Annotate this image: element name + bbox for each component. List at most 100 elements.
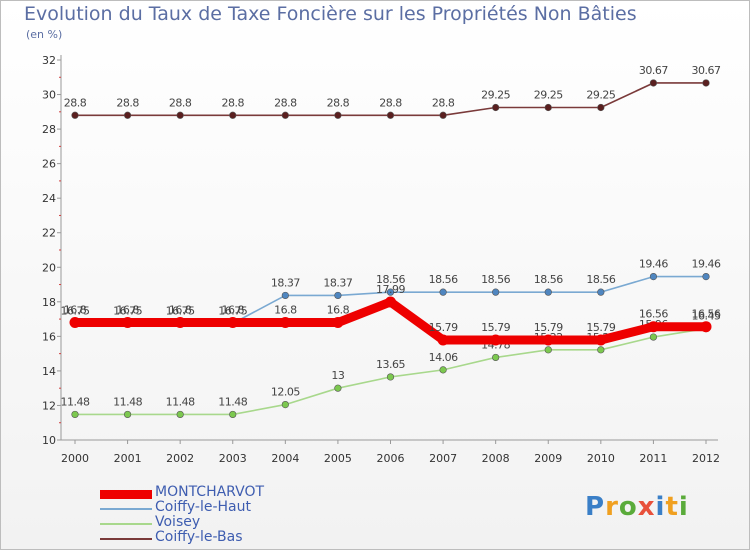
data-point-voisey [439, 366, 447, 374]
legend-label-coiffy-le-bas: Coiffy-le-Bas [155, 529, 243, 545]
data-label-coiffy-le-bas: 28.8 [64, 96, 87, 109]
data-point-coiffy-le-haut [386, 288, 395, 296]
data-label-coiffy-le-bas: 28.8 [327, 96, 350, 109]
data-point-montcharvot [227, 317, 239, 329]
logo-letter: i [655, 492, 666, 522]
data-point-coiffy-le-haut [492, 288, 500, 296]
x-tick-label: 2008 [482, 452, 510, 465]
data-label-montcharvot: 15.79 [534, 321, 563, 334]
x-tick-label: 2012 [692, 452, 720, 465]
data-point-coiffy-le-bas [544, 103, 552, 112]
x-tick-label: 2000 [61, 452, 89, 465]
y-tick-label: 20 [42, 261, 56, 274]
x-tick-label: 2003 [219, 452, 247, 465]
data-point-voisey [334, 384, 342, 392]
data-label-montcharvot: 16.8 [222, 304, 245, 317]
data-label-coiffy-le-haut: 18.56 [429, 273, 458, 286]
legend-swatch-montcharvot [100, 489, 152, 499]
x-tick-label: 2005 [324, 452, 352, 465]
data-point-voisey [386, 373, 395, 381]
data-label-coiffy-le-haut: 16.75 [218, 304, 247, 317]
data-point-voisey [229, 410, 237, 419]
y-tick-label: 30 [42, 89, 56, 102]
x-tick-label: 2011 [639, 452, 667, 465]
data-point-montcharvot [647, 321, 659, 333]
data-label-montcharvot: 16.56 [692, 308, 721, 321]
data-point-montcharvot [490, 334, 502, 346]
data-point-coiffy-le-bas [123, 111, 132, 119]
x-tick-label: 2006 [377, 452, 405, 465]
data-label-coiffy-le-haut: 18.37 [323, 276, 352, 289]
legend-label-voisey: Voisey [155, 514, 201, 530]
y-tick-label: 24 [42, 192, 56, 205]
data-point-montcharvot [385, 296, 396, 308]
data-label-montcharvot: 16.8 [327, 304, 350, 317]
logo-letter: r [605, 492, 619, 522]
x-tick-label: 2004 [271, 452, 299, 465]
data-point-voisey [544, 346, 552, 354]
data-label-voisey: 11.48 [218, 395, 247, 408]
data-point-montcharvot [595, 334, 607, 346]
data-label-coiffy-le-bas: 30.67 [639, 64, 668, 77]
data-point-montcharvot [69, 317, 81, 329]
data-label-coiffy-le-bas: 29.25 [481, 89, 510, 102]
y-tick-label: 22 [42, 227, 56, 240]
data-label-montcharvot: 16.8 [116, 304, 139, 317]
data-point-voisey [281, 400, 289, 409]
legend-label-coiffy-le-haut: Coiffy-le-Haut [155, 499, 251, 515]
data-label-montcharvot: 17.99 [376, 283, 405, 296]
data-label-coiffy-le-haut: 19.46 [692, 258, 721, 271]
data-label-montcharvot: 16.8 [64, 304, 87, 317]
data-label-coiffy-le-bas: 28.8 [222, 96, 245, 109]
y-tick-label: 16 [42, 330, 56, 343]
data-point-voisey [492, 353, 500, 362]
legend-swatch-coiffy-le-haut [100, 508, 152, 510]
data-point-montcharvot [174, 317, 186, 329]
data-label-montcharvot: 15.79 [481, 321, 510, 334]
data-point-coiffy-le-bas [281, 111, 289, 119]
data-point-coiffy-le-bas [334, 111, 342, 119]
data-label-montcharvot: 15.79 [586, 321, 615, 334]
y-tick-label: 28 [42, 123, 56, 136]
x-tick-label: 2001 [114, 452, 142, 465]
data-label-voisey: 11.48 [61, 395, 90, 408]
y-tick-label: 10 [42, 434, 56, 447]
data-label-voisey: 13 [331, 369, 344, 382]
logo-letter: t [665, 492, 679, 522]
y-tick-label: 32 [42, 54, 56, 67]
data-label-voisey: 13.65 [376, 358, 405, 371]
data-label-coiffy-le-bas: 29.25 [534, 89, 563, 102]
data-point-voisey [649, 333, 658, 341]
data-label-montcharvot: 16.8 [169, 304, 192, 317]
data-point-coiffy-le-bas [597, 103, 605, 112]
chart-subtitle: (en %) [26, 28, 63, 41]
legend-swatch-coiffy-le-bas [100, 538, 152, 540]
data-point-coiffy-le-haut [649, 273, 658, 281]
legend-swatch-voisey [100, 523, 152, 525]
data-point-coiffy-le-bas [649, 79, 658, 87]
x-tick-label: 2007 [429, 452, 457, 465]
proxiti-logo: Proxiti [585, 492, 689, 522]
data-label-coiffy-le-haut: 16.75 [61, 304, 90, 317]
data-label-coiffy-le-bas: 28.8 [274, 96, 297, 109]
x-tick-label: 2009 [534, 452, 562, 465]
data-point-coiffy-le-bas [229, 111, 237, 119]
data-point-voisey [176, 410, 184, 419]
y-tick-label: 26 [42, 158, 56, 171]
y-tick-label: 18 [42, 296, 56, 309]
data-label-coiffy-le-bas: 28.8 [379, 96, 402, 109]
data-point-coiffy-le-bas [176, 111, 184, 119]
data-point-coiffy-le-haut [439, 288, 447, 296]
logo-letter: o [618, 492, 638, 522]
data-point-montcharvot [437, 334, 449, 346]
data-point-voisey [597, 346, 605, 354]
data-label-montcharvot: 16.56 [639, 308, 668, 321]
data-label-coiffy-le-haut: 18.56 [481, 273, 510, 286]
data-point-coiffy-le-haut [597, 288, 605, 296]
data-label-coiffy-le-bas: 29.25 [586, 89, 615, 102]
data-label-voisey: 16.45 [692, 310, 721, 323]
data-point-coiffy-le-haut [544, 288, 552, 296]
chart-title: Evolution du Taux de Taxe Foncière sur l… [24, 3, 637, 25]
logo-letter: x [637, 492, 656, 522]
